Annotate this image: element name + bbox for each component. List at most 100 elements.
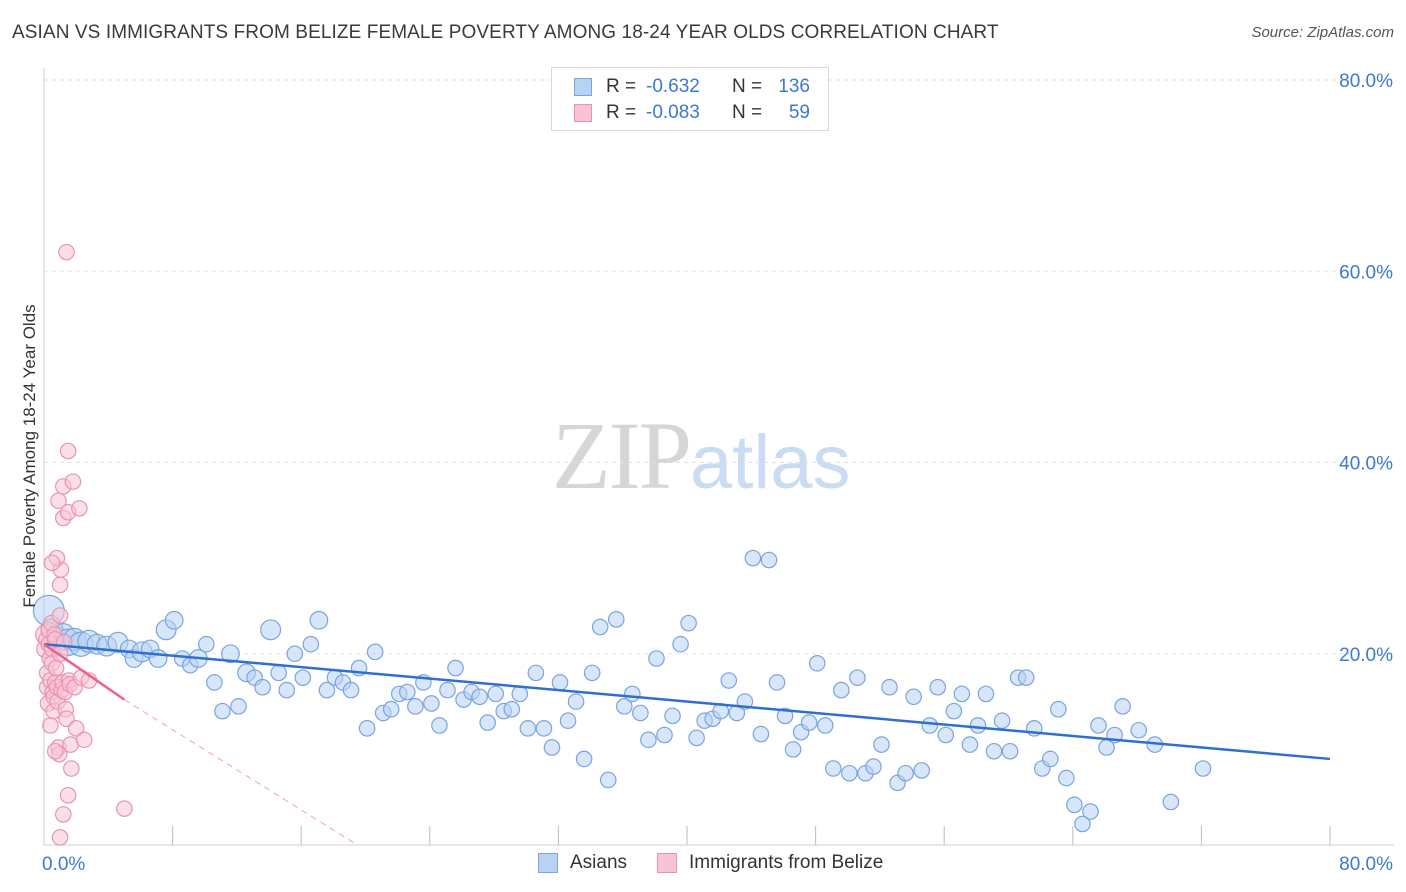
- legend-item-belize[interactable]: Immigrants from Belize: [657, 852, 883, 874]
- point-0-79: [664, 707, 681, 725]
- point-1-42: [64, 473, 82, 490]
- point-0-50: [431, 717, 448, 734]
- point-0-127: [1050, 700, 1067, 718]
- point-0-75: [632, 704, 649, 722]
- point-0-102: [849, 669, 866, 686]
- point-0-101: [841, 764, 858, 782]
- y-tick-label-20: 20.0%: [1339, 645, 1393, 666]
- point-0-34: [302, 635, 320, 653]
- point-0-131: [1082, 803, 1099, 820]
- point-1-41: [63, 760, 80, 777]
- point-0-59: [503, 700, 521, 718]
- point-0-80: [672, 635, 689, 653]
- point-0-104: [865, 758, 882, 775]
- point-0-100: [833, 681, 850, 699]
- point-0-138: [1162, 793, 1180, 811]
- point-0-70: [591, 618, 609, 636]
- point-0-120: [993, 712, 1011, 729]
- point-0-130: [1074, 815, 1091, 833]
- trend-extended-1: [124, 699, 358, 846]
- x-tick-label-min: 0.0%: [42, 854, 85, 875]
- belize-swatch: [574, 104, 592, 122]
- point-0-39: [342, 681, 360, 699]
- point-0-63: [535, 720, 553, 737]
- point-1-54: [116, 800, 133, 817]
- point-0-25: [230, 698, 247, 715]
- y-tick-label-80: 80.0%: [1339, 71, 1393, 92]
- point-0-89: [744, 549, 762, 567]
- point-0-121: [1001, 742, 1019, 760]
- r-label: R =: [606, 76, 637, 97]
- asians-swatch: [574, 78, 592, 96]
- point-0-112: [929, 678, 947, 696]
- point-0-109: [905, 688, 922, 706]
- chart-title: ASIAN VS IMMIGRANTS FROM BELIZE FEMALE P…: [12, 22, 999, 43]
- belize-legend-label: Immigrants from Belize: [689, 852, 884, 873]
- point-0-78: [656, 726, 673, 744]
- point-0-64: [543, 739, 561, 756]
- point-0-62: [527, 664, 545, 682]
- point-0-94: [784, 741, 802, 758]
- point-0-82: [688, 729, 705, 747]
- point-0-66: [559, 712, 577, 729]
- point-0-106: [881, 678, 898, 696]
- point-0-44: [382, 700, 400, 718]
- point-0-35: [309, 610, 329, 630]
- point-0-32: [286, 645, 304, 663]
- y-tick-label-40: 40.0%: [1339, 454, 1393, 475]
- point-1-56: [43, 554, 61, 572]
- point-0-110: [913, 762, 930, 779]
- belize-n-value: 59: [788, 102, 810, 123]
- y-axis-label: Female Poverty Among 18-24 Year Olds: [20, 304, 39, 608]
- point-0-71: [599, 771, 617, 789]
- point-1-57: [46, 742, 64, 760]
- point-0-57: [487, 685, 505, 703]
- asians-r-value: -0.632: [646, 76, 700, 97]
- y-tick-label-60: 60.0%: [1339, 262, 1393, 283]
- point-0-65: [551, 674, 569, 691]
- series-legend: Asians Immigrants from Belize: [538, 852, 913, 874]
- belize-r-value: -0.083: [646, 102, 700, 123]
- point-0-55: [471, 688, 488, 706]
- point-0-73: [616, 698, 633, 715]
- belize-legend-swatch: [657, 853, 678, 873]
- point-1-26: [51, 576, 69, 594]
- point-1-50: [50, 492, 67, 510]
- point-0-111: [921, 717, 939, 734]
- point-0-47: [407, 698, 424, 715]
- point-0-126: [1041, 750, 1059, 768]
- point-0-68: [575, 750, 593, 768]
- point-0-91: [760, 551, 778, 569]
- point-0-117: [969, 717, 987, 734]
- source-label: Source: ZipAtlas.com: [1251, 24, 1394, 41]
- point-0-46: [398, 683, 416, 701]
- x-tick-label-max: 80.0%: [1339, 854, 1393, 875]
- point-0-118: [977, 685, 995, 703]
- point-0-99: [824, 760, 842, 777]
- point-0-61: [519, 720, 537, 737]
- stats-legend: R = -0.632 N = 136 R = -0.083 N = 59: [551, 67, 829, 131]
- point-0-30: [270, 664, 287, 682]
- point-1-51: [51, 829, 69, 846]
- asians-legend-swatch: [538, 853, 558, 873]
- point-0-113: [937, 726, 955, 744]
- point-0-76: [640, 731, 657, 749]
- point-0-42: [366, 643, 384, 661]
- legend-item-asians[interactable]: Asians: [538, 852, 627, 874]
- point-0-81: [680, 614, 697, 632]
- point-1-47: [75, 731, 93, 749]
- point-0-72: [607, 611, 625, 628]
- point-0-41: [358, 720, 376, 737]
- asians-legend-label: Asians: [570, 852, 628, 873]
- point-1-55: [58, 243, 75, 261]
- point-0-23: [214, 702, 231, 720]
- trend-line-0: [43, 642, 1331, 761]
- point-0-97: [808, 655, 826, 672]
- point-1-53: [54, 806, 72, 823]
- point-0-22: [206, 674, 223, 691]
- point-0-93: [776, 707, 794, 725]
- point-0-52: [447, 659, 464, 677]
- point-0-96: [800, 714, 818, 731]
- point-1-25: [51, 607, 69, 624]
